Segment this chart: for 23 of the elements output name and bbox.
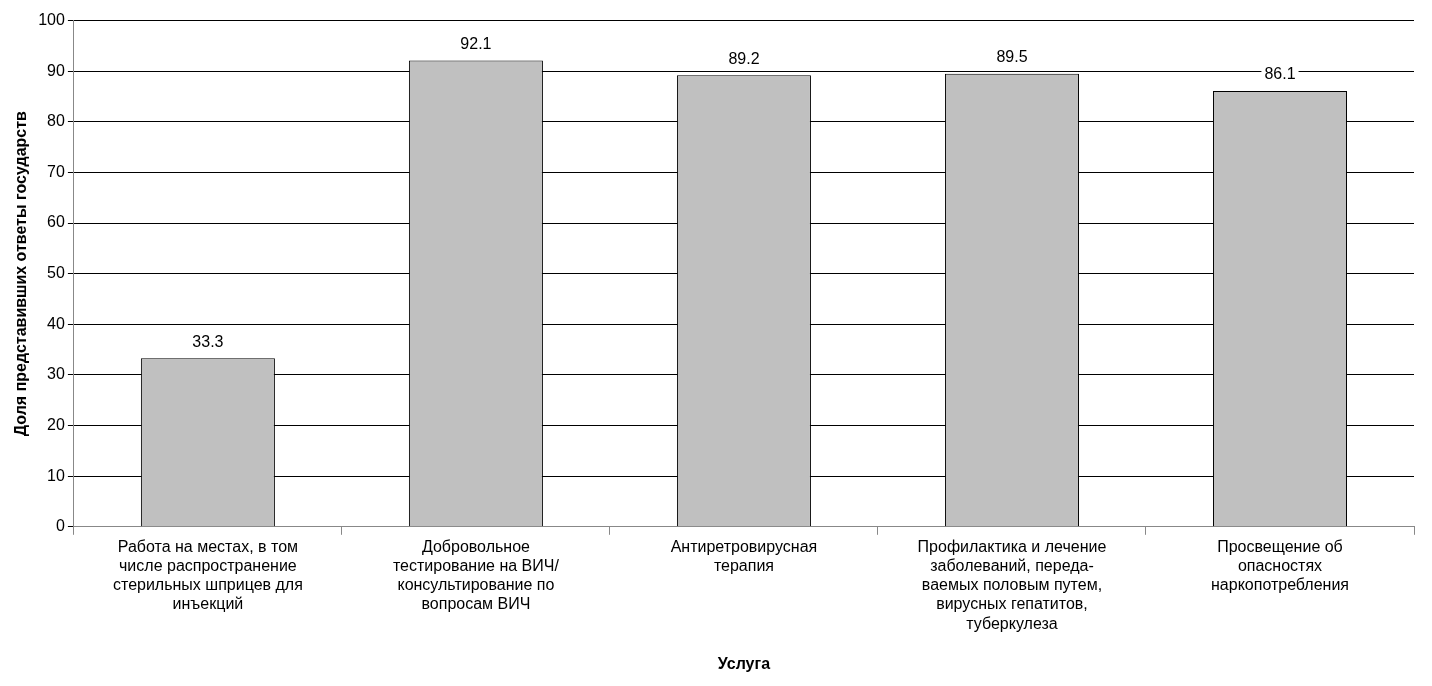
y-tick-label: 30 <box>47 365 65 383</box>
y-tick-label: 100 <box>38 11 65 29</box>
x-axis-title: Услуга <box>717 654 771 672</box>
y-tick-label: 0 <box>55 517 65 535</box>
y-tick-label: 60 <box>47 213 65 231</box>
y-tick-label: 50 <box>47 264 65 282</box>
y-tick-label: 20 <box>47 415 65 433</box>
y-tick-label: 10 <box>47 466 65 484</box>
data-label: 89.5 <box>996 48 1028 66</box>
x-tick-label: Работа на местах, в том числе распространение стерильных шприцев для инъекций <box>112 537 303 613</box>
data-label: 89.2 <box>728 49 760 67</box>
data-label: 86.1 <box>1264 65 1296 83</box>
y-tick-label: 90 <box>47 61 65 79</box>
y-tick-label: 80 <box>47 112 65 130</box>
data-label: 92.1 <box>460 35 492 52</box>
y-axis-title: Доля представивших ответы государств <box>12 110 30 437</box>
y-tick-label: 70 <box>47 162 65 180</box>
data-label: 33.3 <box>192 332 224 350</box>
y-tick-label: 40 <box>47 314 65 332</box>
x-tick-label: Просвещение об опасностях наркопотребления <box>1211 537 1349 594</box>
x-tick-label: Профилактика и лечение заболеваний, переда- ваемых половым путем, вирусных гепатитов, туберкулеза <box>917 537 1107 632</box>
x-tick-label: Антиретровирусная терапия <box>670 537 818 575</box>
x-tick-label: Добровольное тестирование на ВИЧ/ консультирование по вопросам ВИЧ <box>392 537 560 613</box>
